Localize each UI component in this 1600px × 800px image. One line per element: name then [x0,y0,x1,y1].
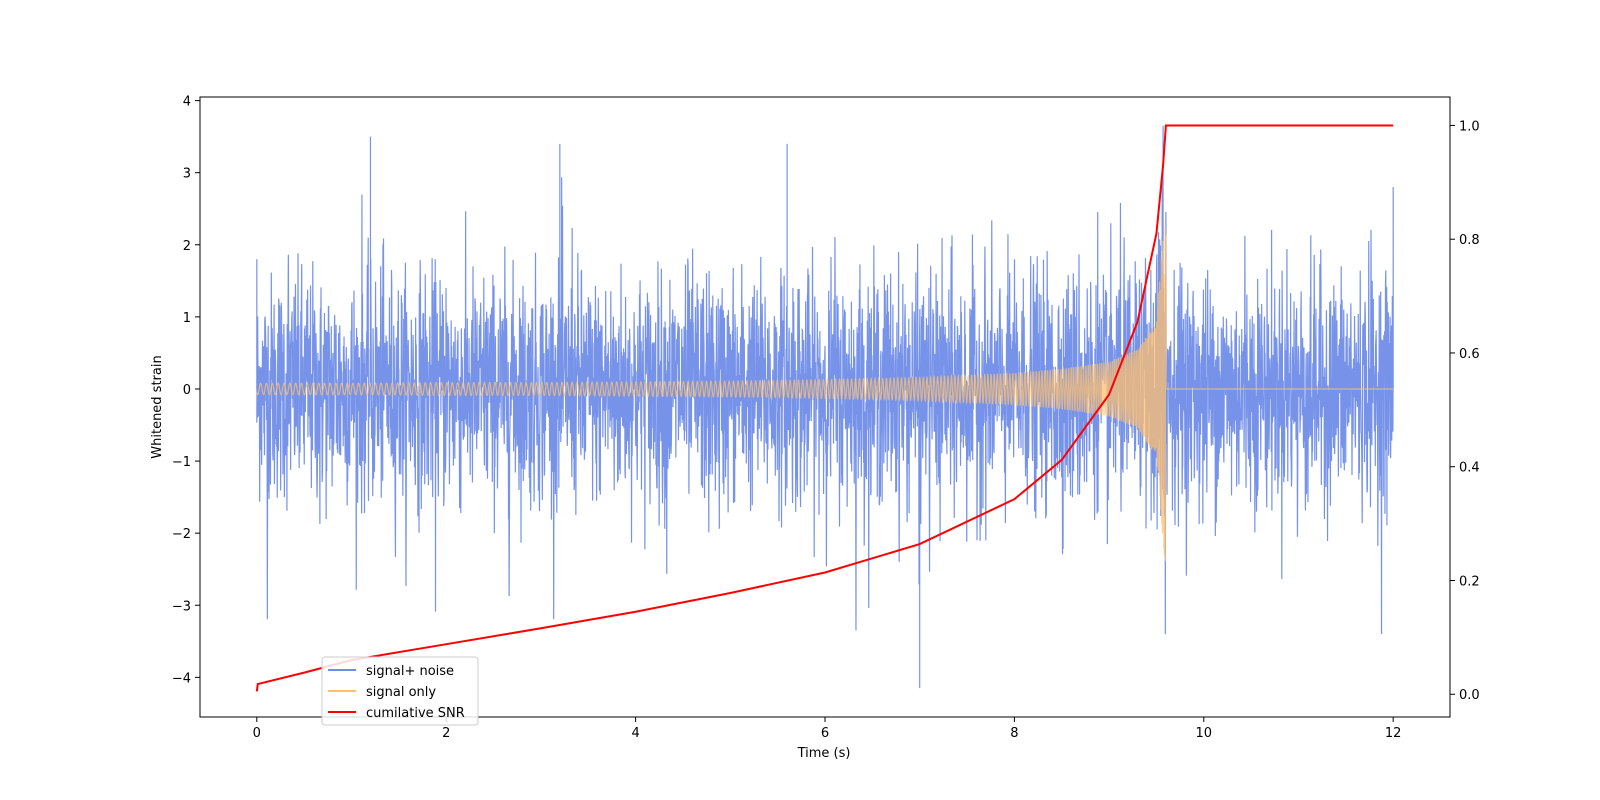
y-axis-right: 1.0 0.8 0.6 0.4 0.2 0.0 [1450,119,1480,703]
y-tick-label: −4 [172,671,191,686]
y-tick-label: 3 [183,167,191,182]
y-right-tick-label: 0.2 [1459,574,1480,589]
y-tick-label: 2 [183,239,191,254]
y-right-tick-label: 0.0 [1459,688,1480,703]
y-tick-label: 4 [183,95,191,110]
legend: signal+ noise signal only cumilative SNR [321,656,479,726]
x-tick-label: 0 [253,726,261,741]
x-tick-label: 6 [821,726,829,741]
y-tick-label: 0 [183,383,191,398]
legend-box [321,656,479,726]
x-tick-label: 4 [631,726,639,741]
y-tick-label: −3 [172,599,191,614]
legend-label-signal-only: signal only [366,685,436,700]
series-signal-only-line [256,225,1394,562]
x-axis-label: Time (s) [797,746,851,761]
legend-label-cumulative-snr: cumilative SNR [366,706,465,721]
x-tick-label: 12 [1385,726,1402,741]
legend-label-signal-noise: signal+ noise [366,664,454,679]
x-tick-label: 8 [1010,726,1018,741]
y-axis-label: Whitened strain [150,355,165,458]
y-right-tick-label: 0.6 [1459,347,1480,362]
y-axis-left: 4 3 2 1 0 −1 −2 −3 −4 [172,95,200,686]
y-right-tick-label: 0.4 [1459,461,1480,476]
x-tick-label: 10 [1196,726,1213,741]
y-right-tick-label: 0.8 [1459,233,1480,248]
x-tick-label: 2 [442,726,450,741]
y-right-tick-label: 1.0 [1459,119,1480,134]
y-tick-label: 1 [183,311,191,326]
y-tick-label: −1 [172,455,191,470]
y-tick-label: −2 [172,527,191,542]
